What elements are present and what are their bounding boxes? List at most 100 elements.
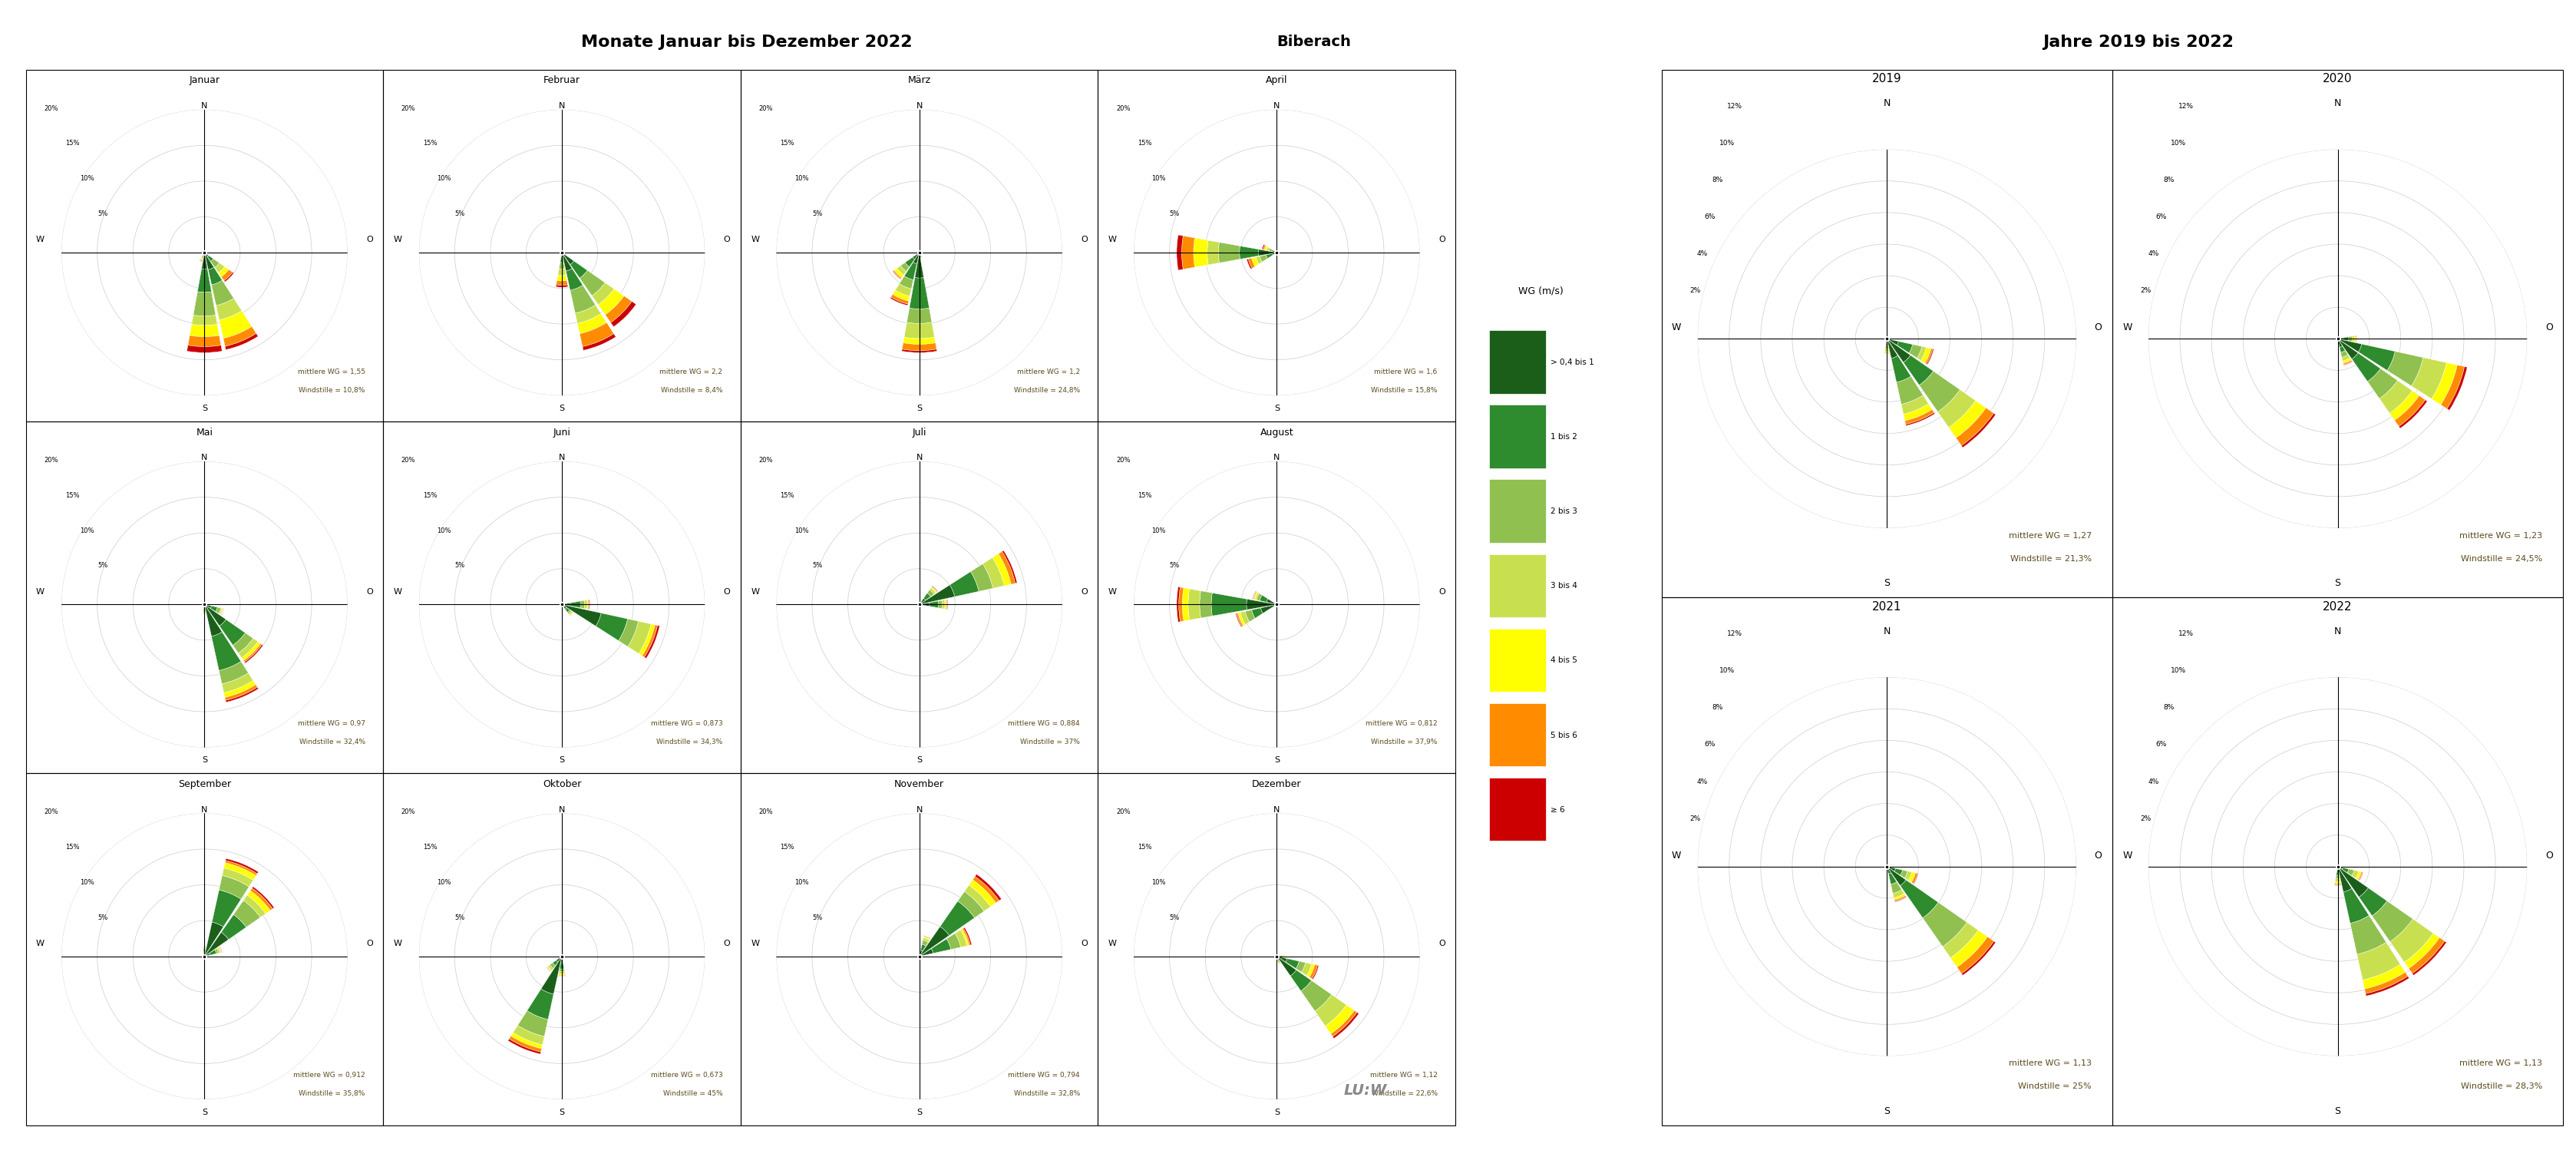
Bar [1255, 593, 1260, 600]
Bar [896, 266, 907, 275]
Bar [907, 309, 933, 324]
Bar [232, 633, 252, 653]
Bar [2352, 870, 2360, 878]
Text: 15%: 15% [1139, 492, 1151, 499]
Bar [1265, 246, 1267, 251]
Text: mittlere WG = 0,794: mittlere WG = 0,794 [1007, 1072, 1079, 1079]
Text: N: N [1273, 806, 1280, 813]
Text: mittlere WG = 1,23: mittlere WG = 1,23 [2460, 531, 2543, 539]
Text: 5%: 5% [1170, 563, 1180, 570]
Text: mittlere WG = 1,6: mittlere WG = 1,6 [1373, 368, 1437, 375]
Bar [219, 619, 245, 645]
Bar [1252, 608, 1262, 618]
Bar [556, 956, 562, 962]
Bar [1893, 869, 1904, 875]
Text: N: N [1883, 99, 1891, 109]
Text: 15%: 15% [781, 492, 793, 499]
Bar [1260, 595, 1267, 602]
Bar [920, 599, 925, 604]
Bar [963, 885, 992, 911]
Bar [2411, 941, 2447, 976]
Bar [1247, 599, 1278, 610]
Bar [922, 938, 930, 942]
Bar [2342, 350, 2347, 357]
Text: Januar: Januar [188, 75, 219, 86]
Bar [559, 962, 564, 969]
Text: 2022: 2022 [2324, 601, 2352, 612]
Text: S: S [1275, 1108, 1280, 1116]
Bar [925, 936, 930, 940]
Bar [930, 587, 938, 593]
Bar [902, 262, 909, 271]
Text: S: S [1275, 756, 1280, 764]
Text: O: O [366, 940, 374, 948]
Text: W: W [36, 588, 44, 595]
Bar [1886, 351, 1888, 353]
Bar [2365, 972, 2409, 994]
Bar [1211, 593, 1247, 616]
Bar [1249, 259, 1255, 268]
Text: S: S [2334, 1105, 2342, 1116]
Bar [559, 269, 567, 276]
Text: N: N [559, 454, 564, 462]
Text: 20%: 20% [757, 457, 773, 464]
Bar [224, 861, 258, 876]
Bar [2336, 870, 2339, 876]
Text: mittlere WG = 1,13: mittlere WG = 1,13 [2009, 1059, 2092, 1067]
Text: S: S [2334, 578, 2342, 588]
Bar [2360, 872, 2362, 880]
Text: 15%: 15% [1139, 843, 1151, 850]
Text: 15%: 15% [64, 843, 80, 850]
Text: mittlere WG = 0,97: mittlere WG = 0,97 [299, 720, 366, 727]
Text: Windstille = 37%: Windstille = 37% [1020, 739, 1079, 746]
Text: mittlere WG = 1,12: mittlere WG = 1,12 [1370, 1072, 1437, 1079]
Bar [198, 269, 211, 292]
Bar [969, 879, 997, 907]
Text: 4%: 4% [1698, 251, 1708, 258]
Text: Monate Januar bis Dezember 2022: Monate Januar bis Dezember 2022 [582, 35, 912, 50]
Bar [894, 290, 909, 300]
Text: Windstille = 35,8%: Windstille = 35,8% [299, 1090, 366, 1097]
Bar [1904, 404, 1932, 421]
Bar [1901, 870, 1909, 878]
Text: 20%: 20% [44, 809, 59, 815]
Bar [219, 608, 224, 615]
Bar [211, 890, 242, 927]
Bar [1904, 409, 1935, 425]
Text: 10%: 10% [1721, 139, 1736, 146]
Text: Windstille = 24,8%: Windstille = 24,8% [1015, 386, 1079, 393]
Bar [574, 305, 600, 324]
Bar [2391, 391, 2419, 420]
Bar [1182, 235, 1195, 269]
Text: 12%: 12% [1726, 102, 1741, 109]
Bar [2336, 875, 2339, 878]
Bar [510, 1032, 544, 1049]
Bar [551, 960, 559, 965]
Bar [1891, 882, 1901, 893]
Bar [559, 256, 564, 262]
Bar [1314, 994, 1347, 1027]
Text: O: O [1437, 588, 1445, 595]
Text: 20%: 20% [1115, 457, 1131, 464]
Text: 8%: 8% [1713, 176, 1723, 183]
Bar [899, 276, 914, 289]
Bar [1922, 902, 1968, 947]
Text: mittlere WG = 0,812: mittlere WG = 0,812 [1365, 720, 1437, 727]
Bar [224, 333, 258, 349]
Bar [1247, 259, 1252, 269]
Text: Windstille = 24,5%: Windstille = 24,5% [2460, 554, 2543, 563]
Bar [569, 612, 574, 616]
Bar [569, 612, 574, 616]
Bar [1937, 390, 1976, 428]
Bar [222, 609, 224, 615]
Text: mittlere WG = 1,55: mittlere WG = 1,55 [299, 368, 366, 375]
Bar [2388, 351, 2424, 386]
Text: S: S [559, 1108, 564, 1116]
Bar [1278, 963, 1280, 964]
Bar [912, 253, 920, 259]
Bar [1886, 339, 1899, 358]
Bar [1267, 247, 1270, 251]
Bar [2339, 346, 2344, 353]
Text: 10%: 10% [1721, 667, 1736, 674]
Bar [2334, 878, 2342, 882]
